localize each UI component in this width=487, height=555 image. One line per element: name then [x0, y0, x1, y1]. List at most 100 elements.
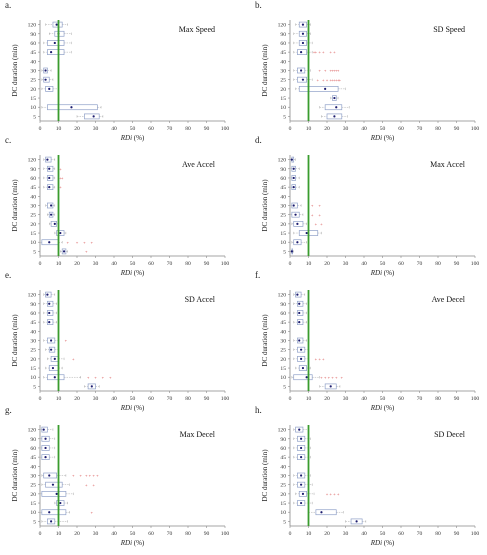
box	[293, 239, 302, 246]
y-tick-label: 60	[280, 446, 286, 452]
outlier-marker: +	[331, 68, 334, 73]
median-marker	[55, 492, 58, 495]
x-tick-label: 20	[74, 261, 80, 267]
outlier-marker: +	[329, 491, 332, 496]
median-marker	[300, 446, 303, 450]
y-tick-label: 20	[280, 87, 286, 93]
outlier-marker: +	[335, 375, 338, 380]
x-tick-label: 50	[130, 261, 136, 267]
median-marker	[48, 311, 51, 315]
x-tick-label: 10	[306, 396, 312, 402]
outlier-marker: +	[96, 473, 99, 478]
box	[41, 509, 67, 516]
box	[326, 113, 343, 120]
x-axis-label: RDi (%)	[120, 269, 145, 277]
x-tick-label: 10	[56, 531, 62, 537]
x-tick-label: 60	[398, 531, 404, 537]
y-tick-label: 60	[30, 176, 36, 182]
median-marker	[53, 357, 56, 360]
box	[47, 175, 54, 181]
median-marker	[333, 96, 336, 100]
median-marker	[324, 87, 327, 90]
median-marker	[44, 446, 47, 450]
median-marker	[42, 428, 45, 431]
box	[298, 21, 308, 28]
x-axis-label-unit: (%)	[132, 269, 145, 277]
y-tick-label: 5	[283, 519, 286, 525]
x-tick-label: 80	[435, 261, 441, 267]
x-tick-label: 80	[435, 396, 441, 402]
x-axis-label: RDi (%)	[370, 404, 395, 412]
panel-letter: e.	[5, 270, 11, 280]
median-marker	[50, 51, 53, 54]
x-tick-label: 80	[185, 126, 191, 132]
box	[298, 86, 339, 92]
box	[297, 337, 304, 344]
median-marker	[300, 437, 303, 440]
median-marker	[300, 483, 303, 486]
box	[297, 445, 306, 451]
panel-letter: c.	[5, 135, 11, 145]
x-tick-label: 90	[454, 126, 460, 132]
x-tick-label: 90	[454, 531, 460, 537]
median-marker	[292, 186, 295, 189]
panel-title: Max Speed	[179, 25, 215, 34]
x-tick-label: 10	[56, 261, 62, 267]
box	[297, 500, 306, 506]
box	[41, 435, 50, 442]
outlier-marker: +	[66, 240, 69, 245]
x-tick-label: 30	[93, 261, 99, 267]
y-tick-label: 120	[278, 293, 287, 299]
x-tick-label: 100	[471, 396, 480, 402]
x-tick-label: 20	[74, 396, 80, 402]
panel-d: d. Max Accel 5 10 15 20 25 30 40 45 60 90 120 0 10 20 30…	[255, 135, 479, 277]
median-marker	[44, 456, 47, 459]
y-tick-label: 40	[30, 194, 36, 200]
outlier-marker: +	[331, 375, 334, 380]
x-tick-label: 20	[324, 531, 330, 537]
median-marker	[48, 87, 51, 90]
box	[47, 165, 54, 172]
outlier-marker: +	[333, 68, 336, 73]
box	[43, 472, 58, 479]
y-tick-label: 15	[30, 96, 36, 102]
x-tick-label: 30	[343, 531, 349, 537]
y-tick-label: 25	[280, 483, 286, 489]
x-tick-label: 10	[56, 396, 62, 402]
x-tick-label: 40	[361, 261, 367, 267]
x-tick-label: 20	[74, 126, 80, 132]
median-marker	[44, 69, 47, 72]
median-marker	[300, 69, 303, 72]
box	[41, 454, 50, 460]
panel-f: f. Ave Decel 5 10 15 20 25 30 40 45 60 90 120 0 10 20 30…	[255, 270, 479, 412]
box	[291, 184, 296, 190]
outlier-marker: +	[94, 375, 97, 380]
x-tick-label: 100	[221, 531, 230, 537]
y-tick-label: 45	[30, 320, 36, 326]
x-tick-label: 100	[471, 261, 480, 267]
outlier-marker: +	[76, 240, 79, 245]
outlier-marker: +	[92, 482, 95, 487]
y-tick-label: 25	[30, 78, 36, 84]
y-tick-label: 40	[280, 194, 286, 200]
box	[297, 310, 304, 316]
panel-title: SD Accel	[185, 295, 216, 304]
y-tick-label: 15	[280, 366, 286, 372]
y-tick-label: 40	[280, 59, 286, 65]
panel-letter: f.	[255, 270, 260, 280]
box	[297, 472, 306, 479]
y-tick-label: 120	[28, 428, 37, 434]
y-tick-label: 5	[283, 384, 286, 390]
median-marker	[300, 357, 303, 360]
panel-a: a. Max Speed 5 10 15 20 25 30 40 45 60 90 120 0 10 20 30…	[5, 0, 229, 142]
x-tick-label: 40	[111, 396, 117, 402]
x-tick-label: 10	[56, 126, 62, 132]
panel-letter: g.	[5, 405, 12, 415]
box	[297, 454, 306, 460]
median-marker	[298, 302, 301, 305]
outlier-marker: +	[333, 77, 336, 82]
x-axis-label-italic: RDi	[370, 269, 382, 277]
median-marker	[290, 250, 293, 253]
panel-letter: d.	[255, 135, 262, 145]
